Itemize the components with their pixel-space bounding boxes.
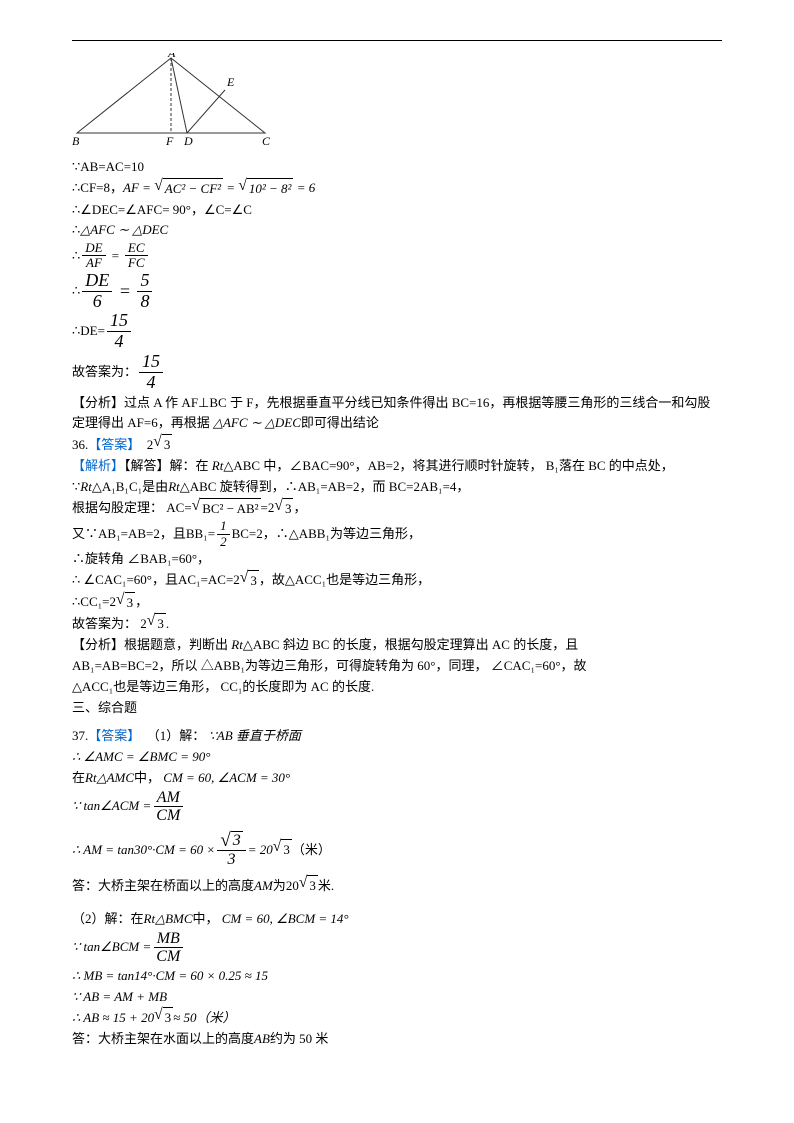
triangle-diagram: A E B F D C [72, 53, 272, 148]
s37-p2-l1: （2）解：在 Rt△BMC中， CM = 60, ∠BCM = 14° [72, 909, 722, 930]
label-F: F [165, 134, 174, 148]
label-E: E [226, 75, 235, 89]
s35-l2: ∴CF=8， AF = √AC² − CF² = √10² − 8² = 6 [72, 178, 722, 200]
s37-p1-l5: ∴ AM = tan30°·CM = 60 × √33 = 20√3（米） [72, 831, 722, 869]
s35-l8: 故答案为： 154 [72, 352, 722, 393]
s35-l3: ∴∠DEC=∠AFC= 90°，∠C=∠C [72, 200, 722, 221]
answer-label: 【答案】 [88, 726, 140, 747]
s37-p1-l3: 在 Rt△AMC中， CM = 60, ∠ACM = 30° [72, 768, 722, 789]
s36-l4: 又∵ AB₁=AB=2，且 BB₁= 12 BC=2，∴ △ABB₁为等边三角形… [72, 519, 722, 549]
s36-l2: ∵ Rt△A₁B₁C₁是由 Rt△ABC 旋转得到，∴ AB₁=AB=2，而 B… [72, 477, 722, 498]
s35-l4: ∴ △AFC ∼ △DEC [72, 220, 722, 241]
sqrt-1: √AC² − CF² [154, 178, 223, 200]
s37-p2-ans: 答：大桥主架在水面以上的高度 AB约为 50 米 [72, 1029, 722, 1050]
s36-l1: 【解析】【解答】解：在 Rt△ABC 中，∠BAC=90°，AB=2，将其进行顺… [72, 456, 722, 477]
s36-l8: 故答案为： 2√3. [72, 613, 722, 635]
s37-header: 37. 【答案】 （1）解： ∵AB 垂直于桥面 [72, 726, 722, 747]
s37-p2-l5: ∴ AB ≈ 15 + 20√3 ≈ 50（米） [72, 1007, 722, 1029]
s36-l7: ∴ CC₁=2√3， [72, 592, 722, 614]
s36-l5: ∴旋转角 ∠BAB₁=60°， [72, 549, 722, 570]
s36-l6: ∴ ∠CAC₁=60°，且 AC₁=AC=2√3，故 △ACC₁也是等边三角形， [72, 570, 722, 592]
s37-p1-l4: ∵ tan∠ACM = AMCM [72, 789, 722, 825]
section-3: 三、综合题 [72, 698, 722, 719]
label-D: D [183, 134, 193, 148]
s37-p1-ans: 答：大桥主架在桥面以上的高度 AM为 20√3 米. [72, 875, 722, 897]
answer-label: 【答案】 [88, 435, 140, 456]
s36-analysis: 【分析】根据题意，判断出 Rt△ABC 斜边 BC 的长度，根据勾股定理算出 A… [72, 635, 722, 697]
t: AF [123, 178, 139, 199]
t: ∴CF=8， [72, 178, 123, 199]
s36-answer: 36. 【答案】 2√3 [72, 434, 722, 456]
label-A: A [167, 53, 176, 60]
t: = [139, 178, 154, 199]
s35-l7: ∴DE= 154 [72, 311, 722, 352]
sqrt-2: √10² − 8² [238, 178, 293, 200]
t: = [223, 178, 238, 199]
s36-l3: 根据勾股定理： AC=√BC² − AB²=2√3， [72, 498, 722, 520]
s37-p2-l4: ∵ AB = AM + MB [72, 987, 722, 1008]
s37-p1-l2: ∴ ∠AMC = ∠BMC = 90° [72, 747, 722, 768]
s37-p2-l3: ∴ MB = tan14°·CM = 60 × 0.25 ≈ 15 [72, 966, 722, 987]
label-B: B [72, 134, 80, 148]
s35-l5: ∴ DEAF = ECFC [72, 241, 722, 271]
s35-l6: ∴ DE6 = 58 [72, 271, 722, 312]
page-content: A E B F D C ∵AB=AC=10 ∴CF=8， AF = √AC² −… [0, 0, 794, 1070]
top-rule [72, 40, 722, 41]
t: = 6 [293, 178, 315, 199]
s35-analysis: 【分析】过点 A 作 AF⊥BC 于 F，先根据垂直平分线已知条件得出 BC=1… [72, 393, 722, 435]
s35-l1: ∵AB=AC=10 [72, 157, 722, 178]
label-C: C [262, 134, 271, 148]
s37-p2-l2: ∵ tan∠BCM = MBCM [72, 930, 722, 966]
